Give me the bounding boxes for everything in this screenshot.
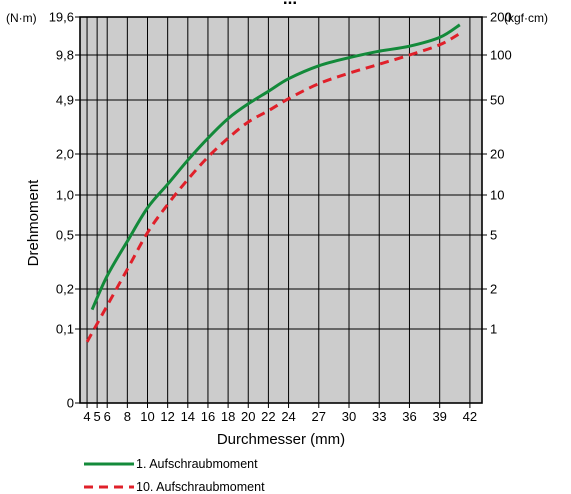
- y-tick-label-9,8: 9,8: [56, 48, 74, 63]
- x-tick-label-36: 36: [402, 409, 416, 424]
- plot-frame: [79, 16, 483, 404]
- x-tick-label-42: 42: [463, 409, 477, 424]
- x-tick-label-4: 4: [83, 409, 90, 424]
- x-tick-label-39: 39: [432, 409, 446, 424]
- legend-label-series-1: 1. Aufschraubmoment: [136, 457, 258, 471]
- x-tick-label-6: 6: [104, 409, 111, 424]
- x-tick-label-5: 5: [94, 409, 101, 424]
- y-axis-title: Drehmoment: [25, 179, 42, 267]
- x-tick-label-12: 12: [160, 409, 174, 424]
- right-tick-label-2: 2: [490, 282, 497, 297]
- right-tick-label-10: 10: [490, 188, 504, 203]
- series-line-1: [90, 23, 461, 311]
- y-tick-label-4,9: 4,9: [56, 93, 74, 108]
- y-tick-label-19,6: 19,6: [49, 10, 74, 25]
- right-tick-label-50: 50: [490, 93, 504, 108]
- y-tick-label-0,5: 0,5: [56, 228, 74, 243]
- x-tick-label-33: 33: [372, 409, 386, 424]
- y-tick-label-1,0: 1,0: [56, 188, 74, 203]
- x-tick-label-20: 20: [241, 409, 255, 424]
- tick-labels: 4 5 6 8 10 12 14 16 18 20 22 24 27 30 33 36 39 4200,10,20…: [49, 10, 512, 425]
- series-line-2: [85, 32, 461, 343]
- right-tick-label-200: 200: [490, 10, 512, 25]
- legend-label-series-2: 10. Aufschraubmoment: [136, 480, 265, 494]
- y-tick-label-0: 0: [67, 396, 74, 411]
- plot-area: [80, 17, 482, 403]
- y-tick-label-0,2: 0,2: [56, 282, 74, 297]
- x-axis-title: Durchmesser (mm): [217, 431, 345, 448]
- x-tick-label-22: 22: [261, 409, 275, 424]
- x-tick-label-10: 10: [140, 409, 154, 424]
- legend: 1. Aufschraubmoment 10. Aufschraubmoment: [84, 457, 265, 494]
- x-tick-label-16: 16: [201, 409, 215, 424]
- y-unit-left: (N·m): [6, 11, 37, 25]
- x-tick-label-18: 18: [221, 409, 235, 424]
- grid-lines: [80, 17, 482, 403]
- right-tick-label-1: 1: [490, 322, 497, 337]
- right-tick-label-5: 5: [490, 228, 497, 243]
- x-tick-label-24: 24: [281, 409, 295, 424]
- right-tick-label-20: 20: [490, 147, 504, 162]
- y-unit-right: (kgf·cm): [504, 11, 548, 25]
- series-layer: [85, 23, 461, 343]
- x-tick-label-30: 30: [342, 409, 356, 424]
- x-tick-label-27: 27: [312, 409, 326, 424]
- y-tick-label-2,0: 2,0: [56, 147, 74, 162]
- y-tick-label-0,1: 0,1: [56, 322, 74, 337]
- chart-title-fragment: ...: [283, 0, 297, 8]
- right-tick-label-100: 100: [490, 48, 512, 63]
- x-tick-label-14: 14: [181, 409, 195, 424]
- x-tick-label-8: 8: [124, 409, 131, 424]
